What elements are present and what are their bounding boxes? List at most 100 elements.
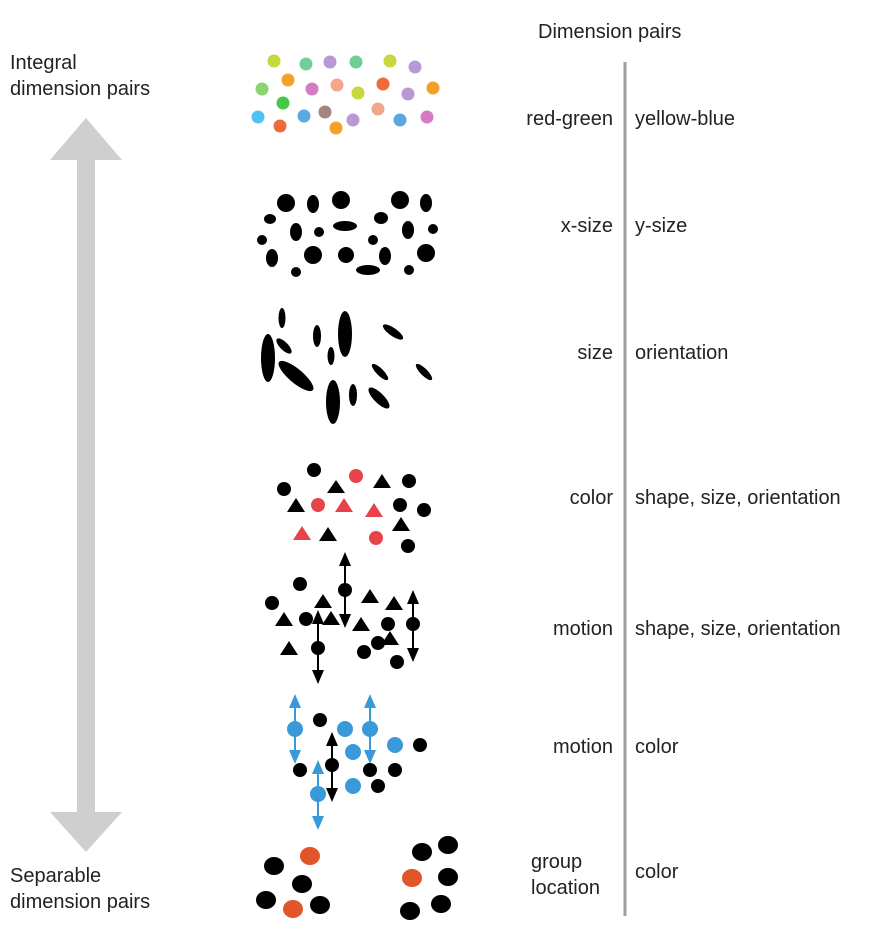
shape [415, 363, 433, 381]
shape [373, 474, 391, 488]
shape [277, 482, 291, 496]
shape [381, 631, 399, 645]
shape [365, 503, 383, 517]
motion-arrow [310, 760, 326, 830]
row-left-label: group location [531, 851, 600, 899]
shape [402, 474, 416, 488]
dot [273, 119, 287, 133]
shape [363, 763, 377, 777]
shape [400, 902, 420, 920]
shape [278, 360, 314, 392]
shape [310, 896, 330, 914]
shape [275, 612, 293, 626]
shape [291, 267, 301, 277]
shape [368, 235, 378, 245]
motion-arrow [362, 694, 378, 764]
shape [314, 227, 324, 237]
shape [311, 498, 325, 512]
shape [293, 526, 311, 540]
dot [318, 105, 332, 119]
shape [356, 265, 380, 275]
shape [361, 589, 379, 603]
motion-arrow [325, 732, 339, 802]
shape [428, 224, 438, 234]
glyph-size-orientation [261, 308, 433, 424]
shape [299, 612, 313, 626]
shape [293, 577, 307, 591]
shape [261, 334, 275, 382]
shape [345, 744, 361, 760]
shape [335, 498, 353, 512]
arrowhead [407, 648, 419, 662]
shape [371, 779, 385, 793]
header-dimension-pairs: Dimension pairs [538, 21, 682, 43]
arrowhead [339, 614, 351, 628]
shape [387, 737, 403, 753]
row-right-label: orientation [635, 342, 729, 364]
shape [287, 498, 305, 512]
glyph-red-green-yellow-blue [251, 54, 440, 135]
row-right-label: color [635, 736, 679, 758]
shape [332, 191, 350, 209]
dot [401, 87, 415, 101]
arrow-shaft [77, 158, 95, 814]
shape [276, 338, 292, 354]
shape [322, 611, 340, 625]
shape [280, 641, 298, 655]
row-left-label: size [577, 342, 613, 364]
shape [326, 380, 340, 424]
integral-separable-arrow [50, 118, 122, 852]
row-left-label: color [569, 487, 613, 509]
shape [388, 763, 402, 777]
shape [374, 212, 388, 224]
dot [281, 73, 295, 87]
shape [406, 617, 420, 631]
shape [417, 503, 431, 517]
shape [338, 311, 352, 357]
glyph-group-location-color [256, 836, 458, 920]
shape [338, 247, 354, 263]
row-right-label: shape, size, orientation [635, 487, 841, 509]
shape [266, 249, 278, 267]
shape [401, 539, 415, 553]
shape [393, 498, 407, 512]
row-right-label: yellow-blue [635, 108, 736, 130]
shape [345, 778, 361, 794]
glyph-color-shape [277, 463, 431, 553]
dot [267, 54, 281, 68]
shape [412, 843, 432, 861]
dot [329, 121, 343, 135]
row-right-label: color [635, 861, 679, 883]
arrowhead [339, 552, 351, 566]
dot [346, 113, 360, 127]
shape [349, 469, 363, 483]
shape [369, 531, 383, 545]
glyph-motion-color [287, 694, 427, 830]
shape [314, 594, 332, 608]
shape [431, 895, 451, 913]
shape [379, 247, 391, 265]
shape [413, 738, 427, 752]
shape [390, 655, 404, 669]
shape [264, 214, 276, 224]
shape [300, 847, 320, 865]
shape [368, 387, 390, 409]
dot [299, 57, 313, 71]
dot [323, 55, 337, 69]
shape [352, 617, 370, 631]
shape [313, 325, 321, 347]
shape [327, 480, 345, 493]
shape [438, 868, 458, 886]
shape [404, 265, 414, 275]
shape [313, 713, 327, 727]
shape [385, 596, 403, 610]
arrowhead [312, 670, 324, 684]
shape [417, 244, 435, 262]
row-left-label: motion [552, 618, 613, 640]
shape [402, 221, 414, 239]
shape [264, 857, 284, 875]
dot [297, 109, 311, 123]
row-left-label: motion [552, 736, 613, 758]
shape [338, 583, 352, 597]
